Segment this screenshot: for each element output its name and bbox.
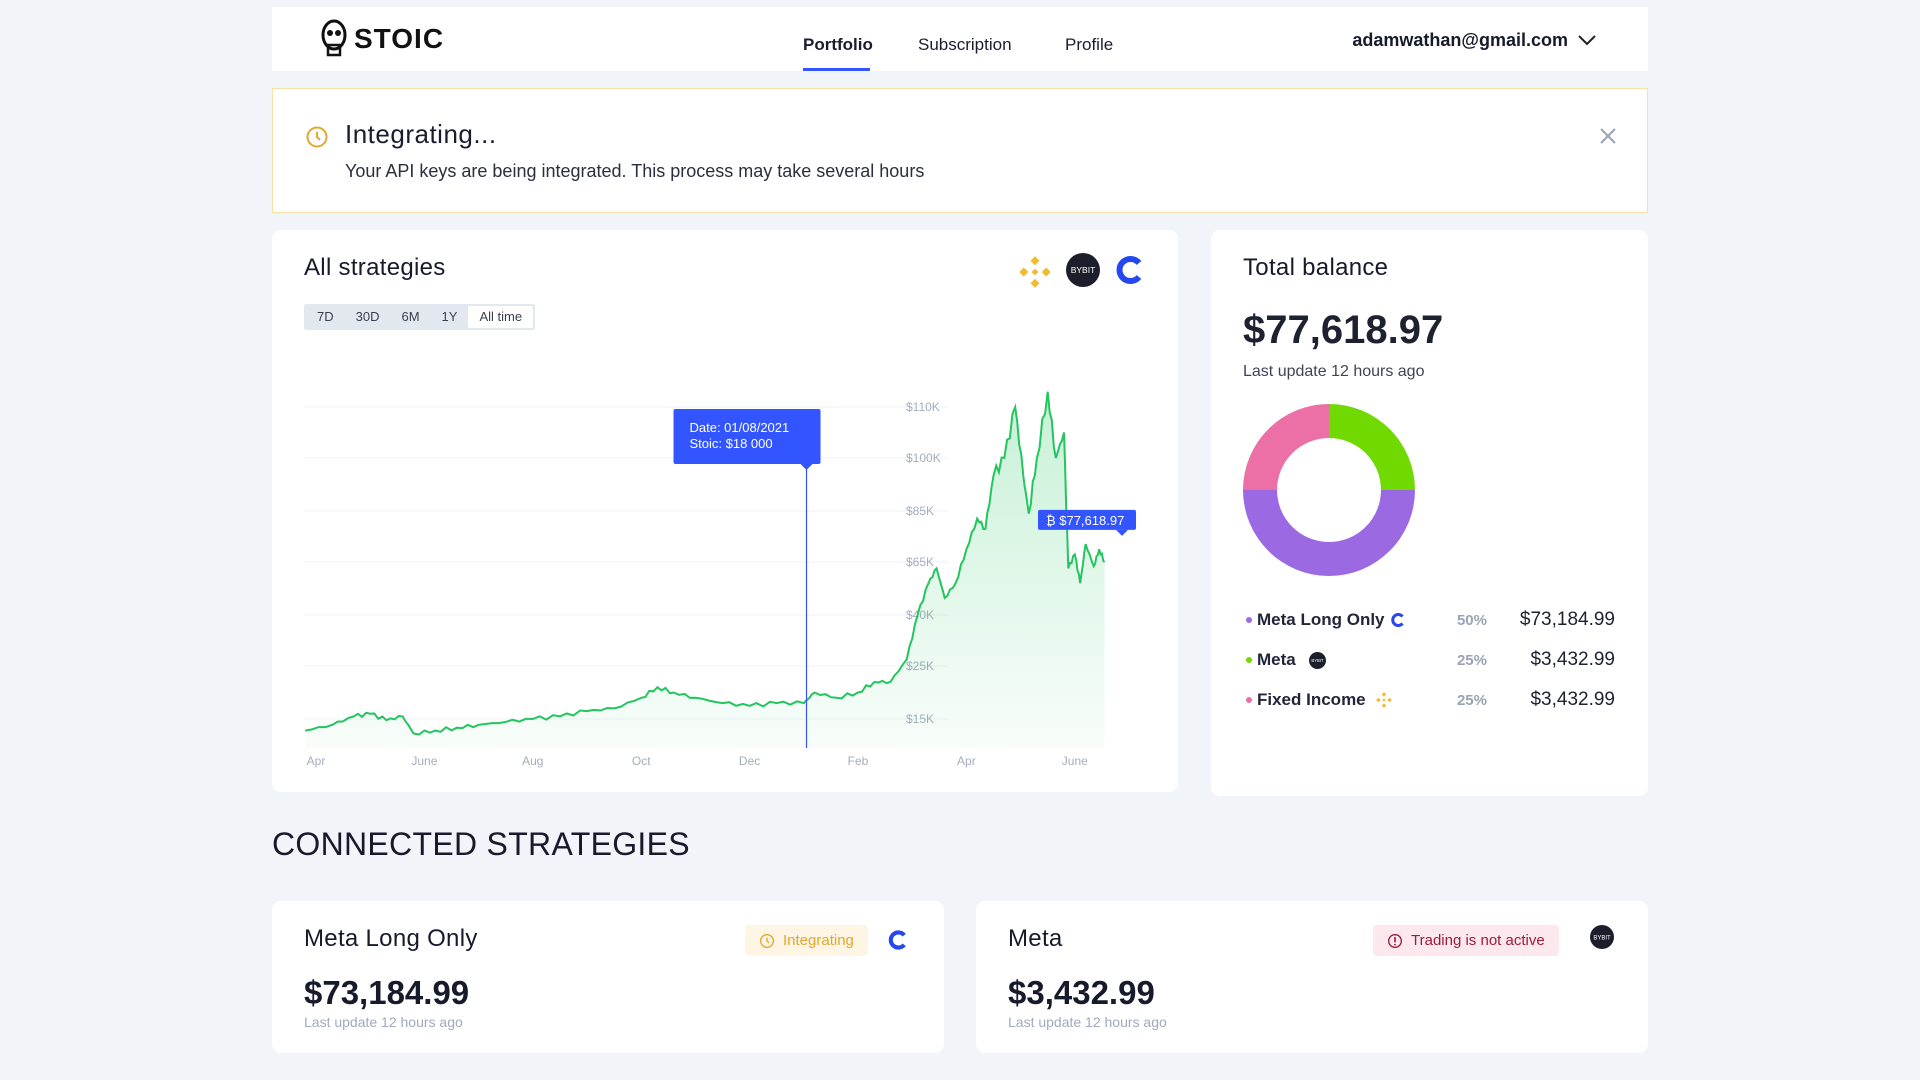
bybit-icon bbox=[1309, 652, 1326, 669]
total-balance-card: Total balance $77,618.97 Last update 12 … bbox=[1211, 230, 1648, 796]
legend-value: $3,432.99 bbox=[1530, 689, 1615, 710]
banner-message: Your API keys are being integrated. This… bbox=[345, 161, 925, 181]
top-nav: STOIC Portfolio Subscription Profile ada… bbox=[272, 7, 1648, 71]
donut-slice-meta-long-only[interactable] bbox=[1243, 490, 1415, 576]
legend-dot bbox=[1246, 657, 1252, 663]
allocation-donut-chart bbox=[1243, 404, 1415, 576]
svg-text:₿ $77,618.97: ₿ $77,618.97 bbox=[1046, 513, 1124, 528]
nav-portfolio[interactable]: Portfolio bbox=[803, 35, 873, 54]
c-exchange-icon bbox=[887, 929, 909, 951]
strategy-name: Meta bbox=[1008, 925, 1063, 952]
x-tick-label: Dec bbox=[739, 754, 760, 768]
legend-item-meta[interactable]: Meta 25% $3,432.99 bbox=[1243, 648, 1615, 672]
legend-label: Fixed Income bbox=[1257, 690, 1366, 709]
active-tab-indicator bbox=[803, 68, 870, 71]
x-tick-label: Apr bbox=[957, 754, 976, 768]
strategy-updated: Last update 12 hours ago bbox=[304, 1014, 463, 1030]
y-tick-label: $85K bbox=[906, 504, 934, 518]
x-tick-label: Feb bbox=[848, 754, 869, 768]
logo-text: STOIC bbox=[354, 23, 445, 54]
status-text: Integrating bbox=[783, 932, 854, 949]
range-30d[interactable]: 30D bbox=[355, 309, 380, 324]
strategy-amount: $73,184.99 bbox=[304, 974, 470, 1011]
nav-subscription[interactable]: Subscription bbox=[918, 35, 1012, 54]
c-exchange-icon bbox=[1390, 612, 1406, 628]
strategy-amount: $3,432.99 bbox=[1008, 974, 1155, 1011]
legend-value: $3,432.99 bbox=[1530, 649, 1615, 670]
series-line-stoic bbox=[305, 391, 1106, 736]
chart-card: All strategies 7D 30D 6M 1Y All time $11… bbox=[272, 230, 1178, 792]
legend-pct: 25% bbox=[1456, 692, 1487, 709]
bybit-icon bbox=[1590, 925, 1614, 949]
balance-updated: Last update 12 hours ago bbox=[1243, 363, 1425, 380]
tooltip-value: Stoic: $18 000 bbox=[690, 436, 773, 451]
strategy-card-meta[interactable]: Meta Trading is not active $3,432.99 Las… bbox=[976, 901, 1648, 1053]
time-range-selector: 7D 30D 6M 1Y All time bbox=[304, 304, 536, 330]
banner-title: Integrating... bbox=[345, 119, 497, 149]
legend-value: $73,184.99 bbox=[1519, 609, 1615, 630]
donut-slice-meta[interactable] bbox=[1329, 404, 1415, 490]
chart-title: All strategies bbox=[304, 254, 446, 281]
y-tick-label: $100K bbox=[906, 451, 941, 465]
x-tick-label: Aug bbox=[522, 754, 543, 768]
binance-icon bbox=[1375, 691, 1393, 709]
range-6m[interactable]: 6M bbox=[401, 309, 420, 324]
balance-title: Total balance bbox=[1243, 254, 1389, 281]
clock-icon bbox=[305, 125, 329, 149]
chevron-down-icon[interactable] bbox=[1576, 29, 1598, 51]
logo[interactable]: STOIC bbox=[320, 19, 444, 59]
x-tick-label: Apr bbox=[307, 754, 326, 768]
donut-slice-fixed-income[interactable] bbox=[1243, 404, 1329, 490]
strategy-name: Meta Long Only bbox=[304, 925, 478, 952]
y-tick-label: $65K bbox=[906, 555, 934, 569]
y-tick-label: $110K bbox=[906, 400, 940, 414]
alert-circle-icon bbox=[1388, 933, 1402, 948]
strategy-updated: Last update 12 hours ago bbox=[1008, 1014, 1167, 1030]
series-area bbox=[305, 391, 1105, 748]
range-7d[interactable]: 7D bbox=[317, 309, 334, 324]
stoic-mask-icon bbox=[321, 19, 347, 57]
nav-profile[interactable]: Profile bbox=[1065, 35, 1114, 54]
integrating-banner: Integrating... Your API keys are being i… bbox=[272, 88, 1648, 213]
close-icon[interactable] bbox=[1599, 127, 1617, 145]
legend-pct: 25% bbox=[1456, 652, 1487, 669]
portfolio-chart[interactable]: $110K$100K$85K$65K$40K$25K$15KAprJuneAug… bbox=[272, 230, 1178, 792]
legend-dot bbox=[1246, 697, 1252, 703]
status-badge-integrating: Integrating bbox=[745, 925, 868, 956]
legend-item-fixed-income[interactable]: Fixed Income 25% $3,432.99 bbox=[1243, 688, 1615, 712]
tooltip-date: Date: 01/08/2021 bbox=[690, 420, 790, 435]
current-value-label: ₿ $77,618.97 bbox=[1038, 509, 1136, 536]
strategy-card-meta-long-only[interactable]: Meta Long Only Integrating $73,184.99 La… bbox=[272, 901, 944, 1053]
legend-label: Meta Long Only bbox=[1257, 610, 1385, 629]
range-all-time[interactable]: All time bbox=[468, 306, 534, 328]
legend-dot bbox=[1246, 617, 1252, 623]
status-badge-not-active: Trading is not active bbox=[1373, 925, 1559, 956]
legend-label: Meta bbox=[1257, 650, 1296, 669]
hover-tooltip: Date: 01/08/2021 Stoic: $18 000 bbox=[673, 409, 821, 470]
status-text: Trading is not active bbox=[1411, 932, 1545, 949]
x-tick-label: June bbox=[411, 754, 437, 768]
clock-icon bbox=[759, 933, 775, 949]
x-tick-label: Oct bbox=[632, 754, 651, 768]
legend-pct: 50% bbox=[1456, 612, 1487, 629]
balance-amount: $77,618.97 bbox=[1243, 308, 1444, 352]
range-1y[interactable]: 1Y bbox=[441, 309, 458, 324]
x-tick-label: June bbox=[1062, 754, 1088, 768]
legend-item-meta-long-only[interactable]: Meta Long Only 50% $73,184.99 bbox=[1243, 608, 1615, 632]
user-email[interactable]: adamwathan@gmail.com bbox=[1352, 30, 1568, 50]
section-title: CONNECTED STRATEGIES bbox=[272, 826, 690, 862]
